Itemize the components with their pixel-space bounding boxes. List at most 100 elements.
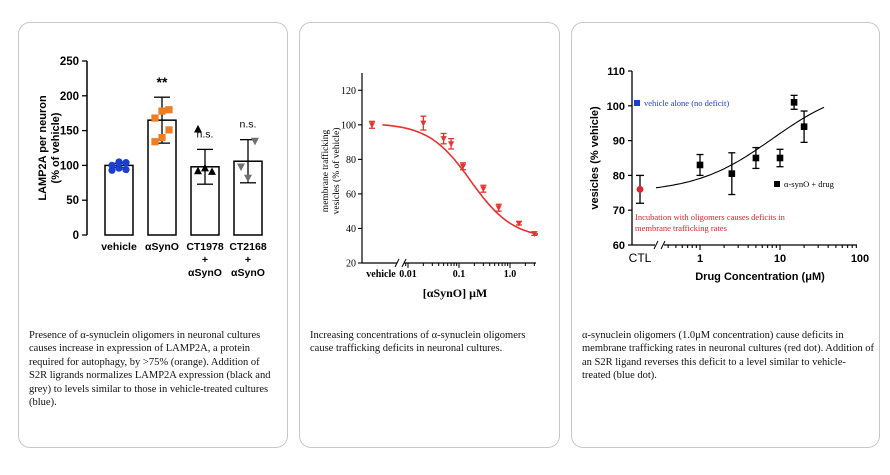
data-point — [115, 158, 123, 166]
x-tick-label: 1.0 — [504, 269, 517, 280]
x-axis-break — [394, 258, 407, 268]
x-tick-label: vehicle — [101, 241, 137, 253]
caption-trafficking-dose: Increasing concentrations of α-synuclein… — [310, 330, 526, 355]
x-tick-label: CT1978 — [186, 241, 224, 253]
data-point — [122, 159, 130, 167]
data-point — [251, 137, 259, 146]
data-point — [531, 231, 538, 237]
panel-lamp2a: 0 50 100 150 200 250 LAMP2A per neuron(% of ve… — [18, 22, 288, 448]
legend-marker-drug — [774, 181, 780, 187]
y-tick-label: 150 — [60, 126, 79, 138]
y-axis-label: vesicles (% vehicle) — [589, 106, 601, 210]
y-tick-label: 250 — [60, 56, 79, 68]
panel-trafficking-dose: 20 40 60 80 100 120 vehicle 0.01 0.1 1.0 [αSynO] μ… — [299, 22, 560, 448]
legend-label-drug: α-synO + drug — [784, 179, 835, 189]
data-point — [108, 161, 116, 169]
significance-label: ** — [157, 74, 168, 90]
caption-lamp2a: Presence of α-synuclein oligomers in neu… — [29, 330, 271, 409]
x-tick-label: vehicle — [366, 269, 396, 280]
data-point — [151, 138, 159, 146]
data-point — [194, 124, 202, 133]
data-point — [480, 186, 487, 193]
lamp2a-bar-chart: 0 50 100 150 200 250 LAMP2A per neuron(% of ve… — [37, 56, 267, 279]
data-point — [115, 164, 123, 172]
y-tick-label: 100 — [341, 120, 356, 131]
data-point — [208, 167, 216, 175]
x-tick-label: + — [202, 254, 208, 266]
y-tick-label: 50 — [66, 195, 79, 207]
x-tick-label: + — [245, 254, 251, 266]
y-tick-label: 80 — [346, 155, 356, 166]
x-tick-label: 0.01 — [399, 269, 417, 280]
y-axis-label-line2: vesicles (% of vehicle) — [331, 128, 342, 215]
bar — [104, 164, 134, 236]
y-axis-label-line1: LAMP2A per neuron — [37, 95, 49, 201]
annotation-line1: Incubation with oligomers causes deficit… — [635, 212, 786, 222]
fit-curve — [382, 124, 539, 235]
x-tick-label: CTL — [629, 251, 652, 265]
data-point-ctl — [636, 185, 644, 193]
y-tick-label: 20 — [346, 259, 356, 270]
y-axis-label-line2: (% of vehicle) — [50, 112, 62, 183]
significance-label: n.s. — [197, 128, 214, 140]
y-tick-label: 100 — [60, 160, 79, 172]
y-tick-label: 60 — [346, 189, 356, 200]
y-tick-label: 80 — [613, 170, 625, 182]
y-tick-label: 90 — [613, 136, 625, 148]
legend-label-vehicle: vehicle alone (no deficit) — [644, 98, 729, 108]
data-point — [790, 99, 798, 106]
y-axis-label: LAMP2A per neuron(% of vehicle) — [37, 95, 62, 201]
fit-curve — [655, 106, 825, 189]
data-point — [368, 122, 376, 129]
x-axis-label: Drug Concentration (μM) — [695, 271, 825, 283]
data-point — [495, 205, 502, 212]
data-point — [420, 120, 427, 127]
data-point — [448, 141, 455, 148]
x-tick-label: 10 — [774, 253, 786, 265]
data-point — [194, 166, 202, 175]
y-tick-label: 60 — [613, 240, 625, 252]
data-point — [165, 126, 173, 134]
y-tick-label: 0 — [73, 230, 79, 242]
y-tick-label: 100 — [607, 101, 625, 113]
x-axis-label: [αSynO] μM — [423, 286, 488, 300]
data-point — [244, 174, 252, 183]
panel-drug-rescue: 60 70 80 90 100 110 CTL 1 10 100 Drug Concentratio… — [571, 22, 880, 448]
x-axis-break — [653, 240, 666, 250]
x-tick-label: αSynO — [231, 267, 265, 279]
x-tick-label: 1 — [697, 253, 703, 265]
y-tick-label: 70 — [613, 205, 625, 217]
y-axis-label-line1: membrane trafficking — [320, 130, 331, 213]
data-point — [237, 163, 245, 172]
x-tick-label: αSynO — [145, 241, 179, 253]
data-point — [800, 123, 808, 130]
data-point — [440, 136, 447, 142]
annotation-text: Incubation with oligomers causes deficit… — [635, 212, 786, 233]
data-point — [165, 106, 173, 114]
x-tick-label: αSynO — [188, 267, 222, 279]
caption-drug-rescue: α-synuclein oligomers (1.0μM concentrati… — [582, 330, 874, 382]
data-point — [752, 154, 760, 162]
data-point — [122, 165, 130, 174]
data-point — [696, 161, 704, 169]
y-tick-label: 40 — [346, 224, 356, 235]
data-point — [776, 154, 784, 162]
x-tick-label: CT2168 — [229, 241, 267, 253]
legend-marker-vehicle — [634, 100, 640, 106]
data-point — [515, 220, 523, 227]
x-tick-label: 100 — [851, 253, 869, 265]
x-tick-label: 0.1 — [453, 269, 466, 280]
data-point — [158, 133, 166, 142]
y-tick-label: 200 — [60, 91, 79, 103]
data-point — [151, 114, 159, 122]
data-point — [728, 170, 736, 177]
data-point — [158, 107, 166, 115]
data-point — [201, 163, 209, 172]
y-tick-label: 120 — [341, 86, 356, 97]
annotation-line2: membrane trafficking rates — [635, 223, 727, 233]
significance-label: n.s. — [240, 119, 257, 131]
trafficking-dose-chart: 20 40 60 80 100 120 vehicle 0.01 0.1 1.0 [αSynO] μ… — [320, 73, 539, 300]
y-axis-label: membrane traffickingvesicles (% of vehic… — [320, 128, 342, 215]
data-point — [459, 163, 467, 170]
